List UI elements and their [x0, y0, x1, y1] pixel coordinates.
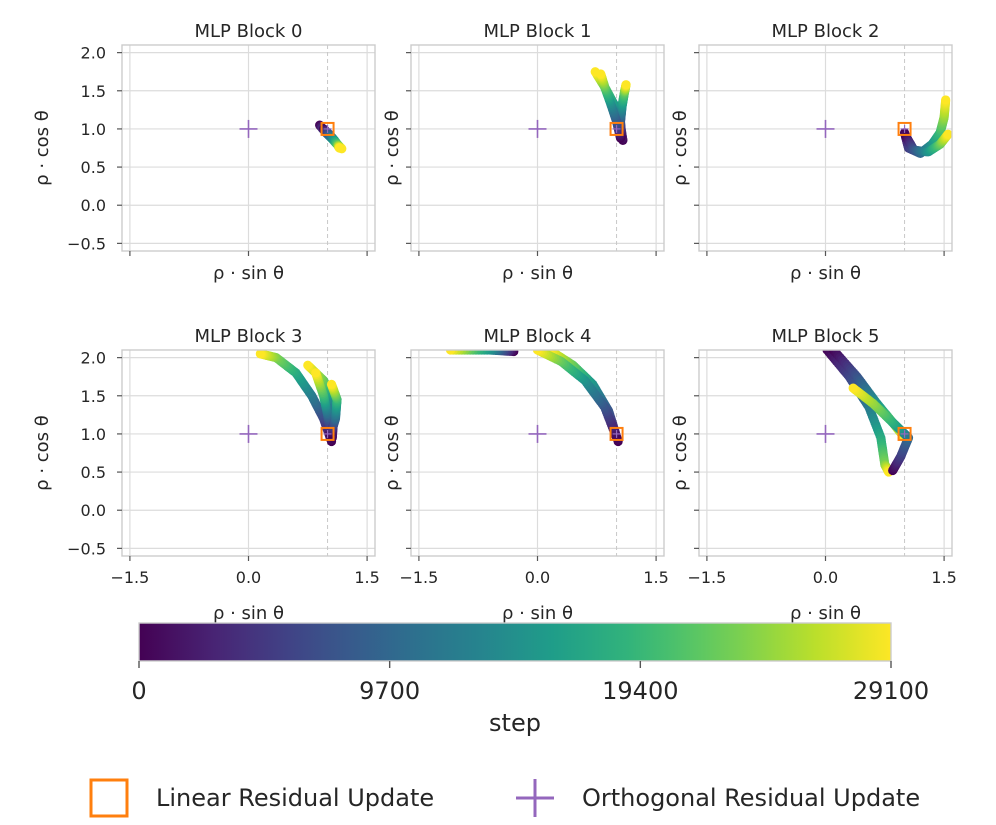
orthogonal-marker [239, 119, 258, 138]
y-tick-label: −0.5 [67, 234, 106, 253]
x-tick-label: 1.5 [643, 568, 668, 587]
orthogonal-marker [528, 119, 547, 138]
y-tick-label: 1.0 [81, 120, 106, 139]
x-axis-label: ρ · sin θ [790, 603, 861, 624]
colorbar-gradient [138, 622, 892, 662]
panel-5: MLP Block 5 −1.5 0.0 1.5 ρ · sin θ ρ · cos θ [670, 326, 957, 624]
panel-title: MLP Block 4 [484, 326, 592, 347]
x-tick-label: 1.5 [354, 568, 379, 587]
trajectory-point [445, 350, 456, 355]
colorbar-tick-label: 0 [131, 677, 146, 705]
linear-marker [897, 121, 912, 136]
orange-square-icon [89, 778, 129, 818]
x-tick-label: 0.0 [236, 568, 261, 587]
panel-title: MLP Block 0 [195, 21, 303, 42]
trajectory-point [326, 379, 337, 389]
colorbar-tick-label: 29100 [853, 677, 929, 705]
colorbar-tick-label: 19400 [602, 677, 678, 705]
y-axis-label: ρ · cos θ [382, 110, 403, 186]
trajectories [899, 95, 952, 158]
x-tick-label: −1.5 [687, 568, 726, 587]
y-tick-label: 0.5 [81, 158, 106, 177]
y-tick-label: 1.0 [81, 425, 106, 444]
colorbar-label: step [489, 709, 541, 737]
legend-item-orthogonal: Orthogonal Residual Update [514, 778, 920, 818]
linear-marker [897, 426, 912, 441]
linear-marker [320, 121, 335, 136]
panel-2: MLP Block 2 ρ · sin θ ρ · cos θ [670, 21, 953, 284]
panel-title: MLP Block 1 [484, 21, 592, 42]
trajectory-point [255, 350, 265, 359]
y-tick-label: 0.0 [81, 196, 106, 215]
orthogonal-marker [816, 424, 835, 443]
y-tick-label: 0.0 [81, 501, 106, 520]
legend-label-linear: Linear Residual Update [156, 784, 435, 812]
panel-3: MLP Block 3 −1.5 0.0 1.5 2.0 1.5 1.0 0.5 0.0 −0.5… [32, 326, 380, 624]
y-tick-label: 1.5 [81, 82, 106, 101]
trajectory-point [532, 350, 543, 355]
linear-marker [609, 121, 624, 136]
y-axis-label: ρ · cos θ [670, 415, 691, 491]
y-axis-label: ρ · cos θ [670, 110, 691, 186]
panel-1: MLP Block 1 ρ · sin θ ρ · cos θ [382, 21, 665, 284]
linear-marker [320, 426, 335, 441]
y-tick-label: 2.0 [81, 349, 106, 368]
x-tick-label: 1.5 [931, 568, 956, 587]
trajectory-point [621, 80, 631, 90]
trajectories [315, 120, 347, 154]
x-axis-label: ρ · sin θ [790, 263, 861, 284]
trajectory-point [943, 129, 952, 139]
trajectory-point [596, 69, 606, 79]
y-tick-label: 2.0 [81, 44, 106, 63]
legend-item-linear: Linear Residual Update [88, 778, 434, 818]
x-axis-label: ρ · sin θ [502, 603, 573, 624]
x-axis-label: ρ · sin θ [213, 603, 284, 624]
orthogonal-marker [239, 424, 258, 443]
panel-title: MLP Block 3 [195, 326, 303, 347]
trajectory-point [848, 383, 858, 393]
panel-0: MLP Block 0 2.0 1.5 1.0 0.5 0.0 −0.5 ρ · sin θ ρ… [32, 21, 376, 284]
y-axis-label: ρ · cos θ [382, 415, 403, 491]
x-tick-label: 0.0 [813, 568, 838, 587]
trajectory-point [941, 95, 951, 105]
legend-label-orthogonal: Orthogonal Residual Update [582, 784, 921, 812]
trajectory-point [334, 143, 345, 153]
linear-marker [609, 426, 624, 441]
trajectory-point [311, 368, 321, 378]
x-tick-label: −1.5 [399, 568, 438, 587]
trajectories [255, 350, 342, 447]
x-tick-label: −1.5 [110, 568, 149, 587]
trajectories [445, 350, 623, 447]
purple-plus-icon [516, 779, 554, 817]
y-tick-label: −0.5 [67, 539, 106, 558]
panel-4: MLP Block 4 −1.5 0.0 1.5 ρ · sin θ ρ · cos θ [382, 326, 669, 624]
y-tick-label: 1.5 [81, 387, 106, 406]
y-tick-label: 0.5 [81, 463, 106, 482]
colorbar: 0 9700 19400 29100 step [131, 622, 929, 737]
colorbar-tick-label: 9700 [359, 677, 420, 705]
trajectory-point [303, 360, 313, 370]
orthogonal-marker [528, 424, 547, 443]
panel-title: MLP Block 5 [772, 326, 880, 347]
trajectories [822, 350, 914, 477]
y-axis-label: ρ · cos θ [32, 110, 53, 186]
y-axis-label: ρ · cos θ [32, 415, 53, 491]
x-tick-label: 0.0 [525, 568, 550, 587]
x-axis-label: ρ · sin θ [502, 263, 573, 284]
x-axis-label: ρ · sin θ [213, 263, 284, 284]
orthogonal-marker [816, 119, 835, 138]
panel-title: MLP Block 2 [772, 21, 880, 42]
